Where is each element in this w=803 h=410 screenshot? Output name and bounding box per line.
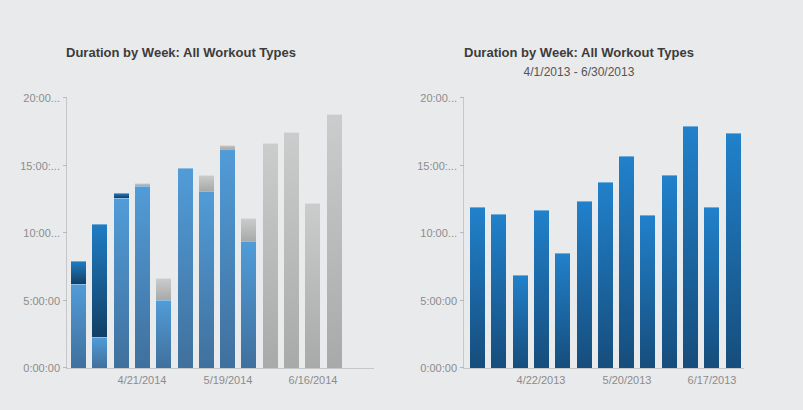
bar-week-1[interactable] — [71, 261, 86, 368]
bar-week-10[interactable] — [263, 143, 278, 368]
blue-segment — [555, 253, 570, 368]
bar-week-9[interactable] — [640, 215, 655, 368]
y-axis-label: 10:00... — [23, 227, 60, 239]
y-axis-tick — [460, 232, 464, 233]
bar-week-4[interactable] — [534, 210, 549, 368]
plot-area: 0:00:005:00:0010:00...15:00:...20:00...4… — [66, 97, 374, 369]
y-axis-tick — [460, 300, 464, 301]
dark_blue-segment — [114, 193, 129, 198]
chart-title: Duration by Week: All Workout Types — [20, 44, 342, 62]
blue-segment — [662, 175, 677, 368]
blue-segment — [178, 168, 193, 368]
gray-segment — [135, 183, 150, 186]
y-axis-label: 0:00:00 — [23, 362, 60, 374]
y-axis-tick — [460, 97, 464, 98]
y-axis-tick — [460, 367, 464, 368]
blue-segment — [156, 300, 171, 368]
gray-segment — [305, 203, 320, 368]
bar-week-12[interactable] — [305, 203, 320, 368]
y-axis-tick — [460, 165, 464, 166]
bar-week-3[interactable] — [513, 275, 528, 368]
blue-segment — [71, 284, 86, 368]
y-axis-tick — [63, 367, 67, 368]
blue-segment — [513, 275, 528, 368]
y-axis-label: 0:00:00 — [420, 362, 457, 374]
y-axis-tick — [63, 97, 67, 98]
x-axis-label: 6/16/2014 — [268, 374, 358, 386]
chart-title: Duration by Week: All Workout Types — [420, 44, 738, 62]
bar-week-9[interactable] — [241, 218, 256, 368]
blue-segment — [598, 182, 613, 368]
y-axis-label: 5:00:00 — [23, 295, 60, 307]
y-axis-label: 20:00... — [23, 92, 60, 104]
bar-week-7[interactable] — [199, 175, 214, 368]
bar-week-4[interactable] — [135, 183, 150, 368]
bar-week-2[interactable] — [491, 214, 506, 368]
gray-segment — [327, 114, 342, 368]
bar-week-11[interactable] — [284, 132, 299, 368]
bar-week-8[interactable] — [220, 145, 235, 368]
blue-segment — [241, 241, 256, 368]
chart-subtitle: 4/1/2013 - 6/30/2013 — [420, 65, 738, 80]
workout-duration-dashboard: Duration by Week: All Workout Types 0:00… — [0, 0, 803, 410]
bar-week-13[interactable] — [327, 114, 342, 368]
blue-segment — [135, 186, 150, 368]
blue-segment — [92, 337, 107, 368]
bar-week-5[interactable] — [555, 253, 570, 368]
y-axis-label: 15:00:... — [417, 160, 457, 172]
blue-segment — [199, 191, 214, 368]
y-axis-label: 20:00... — [420, 92, 457, 104]
blue-segment — [534, 210, 549, 368]
bar-week-6[interactable] — [178, 168, 193, 368]
plot-area: 0:00:005:00:0010:00...15:00:...20:00...4… — [463, 97, 744, 369]
blue-segment — [683, 126, 698, 368]
bar-week-2[interactable] — [92, 224, 107, 368]
blue-segment — [704, 207, 719, 368]
blue-segment — [726, 133, 741, 368]
x-axis-label: 4/22/2013 — [496, 374, 586, 386]
bar-week-11[interactable] — [683, 126, 698, 368]
x-axis-label: 6/17/2013 — [667, 374, 757, 386]
y-axis-tick — [63, 165, 67, 166]
gray-segment — [284, 132, 299, 368]
chart-subtitle — [20, 65, 342, 80]
bar-week-13[interactable] — [726, 133, 741, 368]
gray-segment — [156, 278, 171, 300]
bar-week-6[interactable] — [577, 201, 592, 368]
blue-segment — [220, 149, 235, 368]
gray-segment — [199, 175, 214, 191]
bar-week-10[interactable] — [662, 175, 677, 368]
blue-segment — [114, 198, 129, 368]
bar-week-7[interactable] — [598, 182, 613, 368]
bar-week-5[interactable] — [156, 278, 171, 368]
dark_blue-segment — [92, 224, 107, 337]
gray-segment — [263, 143, 278, 368]
bar-week-1[interactable] — [470, 207, 485, 368]
y-axis-label: 10:00... — [420, 227, 457, 239]
blue-segment — [640, 215, 655, 368]
y-axis-label: 15:00:... — [20, 160, 60, 172]
gray-segment — [241, 218, 256, 241]
dark_blue-segment — [71, 261, 86, 284]
y-axis-tick — [63, 300, 67, 301]
gray-segment — [220, 145, 235, 149]
blue-segment — [577, 201, 592, 368]
bar-week-12[interactable] — [704, 207, 719, 368]
blue-segment — [470, 207, 485, 368]
blue-segment — [619, 156, 634, 368]
blue-segment — [491, 214, 506, 368]
x-axis-label: 5/20/2013 — [582, 374, 672, 386]
bar-week-8[interactable] — [619, 156, 634, 368]
x-axis-label: 4/21/2014 — [97, 374, 187, 386]
x-axis-label: 5/19/2014 — [183, 374, 273, 386]
bar-week-3[interactable] — [114, 193, 129, 368]
y-axis-tick — [63, 232, 67, 233]
y-axis-label: 5:00:00 — [420, 295, 457, 307]
